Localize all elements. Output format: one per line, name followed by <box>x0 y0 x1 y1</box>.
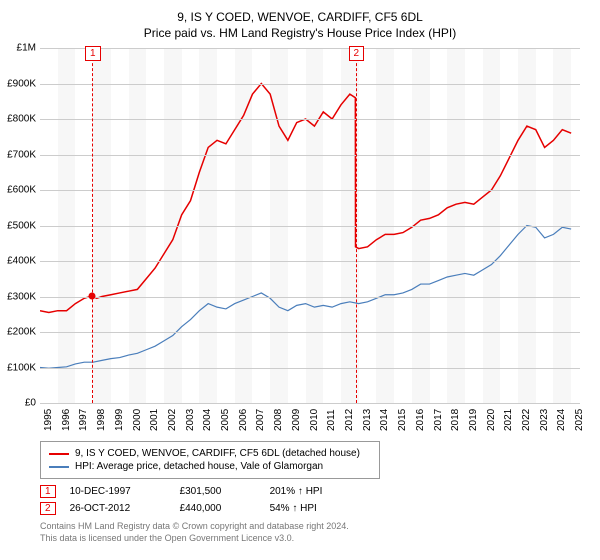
legend-item: 9, IS Y COED, WENVOE, CARDIFF, CF5 6DL (… <box>49 448 371 459</box>
x-axis-tick-label: 2009 <box>291 409 302 431</box>
x-axis-tick-label: 2002 <box>167 409 178 431</box>
x-axis-tick-label: 2022 <box>521 409 532 431</box>
x-axis-tick-label: 2008 <box>273 409 284 431</box>
sale-date: 26-OCT-2012 <box>70 503 180 514</box>
sale-hpi: 54% ↑ HPI <box>270 503 360 514</box>
y-axis-tick-label: £1M <box>17 43 36 54</box>
x-axis-tick-label: 2018 <box>450 409 461 431</box>
x-axis-tick-label: 2019 <box>468 409 479 431</box>
footer-line: This data is licensed under the Open Gov… <box>40 533 580 545</box>
x-axis-tick-label: 2025 <box>574 409 585 431</box>
x-axis-tick-label: 2023 <box>539 409 550 431</box>
sale-marker-flag: 2 <box>349 46 365 61</box>
x-axis-tick-label: 2020 <box>486 409 497 431</box>
x-axis-tick-label: 1998 <box>96 409 107 431</box>
x-axis-tick-label: 2021 <box>503 409 514 431</box>
x-axis-tick-label: 1996 <box>61 409 72 431</box>
sale-marker-badge: 1 <box>40 485 56 498</box>
y-axis-tick-label: £0 <box>25 398 36 409</box>
chart-title-subtitle: Price paid vs. HM Land Registry's House … <box>20 26 580 40</box>
x-axis-tick-label: 1999 <box>114 409 125 431</box>
legend-label: HPI: Average price, detached house, Vale… <box>75 461 323 472</box>
sale-dot <box>89 292 96 299</box>
sales-row: 1 10-DEC-1997 £301,500 201% ↑ HPI <box>40 485 580 498</box>
sales-row: 2 26-OCT-2012 £440,000 54% ↑ HPI <box>40 502 580 515</box>
sale-price: £440,000 <box>180 503 270 514</box>
y-axis-tick-label: £600K <box>7 185 36 196</box>
legend-item: HPI: Average price, detached house, Vale… <box>49 461 371 472</box>
y-axis-tick-label: £900K <box>7 78 36 89</box>
series-property <box>40 84 571 313</box>
chart-container: 9, IS Y COED, WENVOE, CARDIFF, CF5 6DL P… <box>0 0 600 560</box>
y-axis-tick-label: £700K <box>7 149 36 160</box>
x-axis-tick-label: 1997 <box>78 409 89 431</box>
x-axis-tick-label: 2001 <box>149 409 160 431</box>
sale-marker-line <box>356 48 357 403</box>
x-axis-tick-label: 2006 <box>238 409 249 431</box>
y-axis-tick-label: £100K <box>7 362 36 373</box>
footer-line: Contains HM Land Registry data © Crown c… <box>40 521 580 533</box>
y-axis-tick-label: £800K <box>7 114 36 125</box>
x-axis-tick-label: 1995 <box>43 409 54 431</box>
y-axis-tick-label: £300K <box>7 291 36 302</box>
x-axis-tick-label: 2011 <box>326 409 337 431</box>
y-axis-tick-label: £500K <box>7 220 36 231</box>
sale-date: 10-DEC-1997 <box>70 486 180 497</box>
x-axis-tick-label: 2014 <box>379 409 390 431</box>
x-axis-tick-label: 2015 <box>397 409 408 431</box>
x-axis-tick-label: 2017 <box>433 409 444 431</box>
sale-marker-flag: 1 <box>85 46 101 61</box>
chart-title-address: 9, IS Y COED, WENVOE, CARDIFF, CF5 6DL <box>20 10 580 24</box>
legend-swatch <box>49 453 69 455</box>
legend-box: 9, IS Y COED, WENVOE, CARDIFF, CF5 6DL (… <box>40 441 380 479</box>
sale-marker-badge: 2 <box>40 502 56 515</box>
legend-label: 9, IS Y COED, WENVOE, CARDIFF, CF5 6DL (… <box>75 448 360 459</box>
sale-price: £301,500 <box>180 486 270 497</box>
y-axis-tick-label: £400K <box>7 256 36 267</box>
x-axis-tick-label: 2024 <box>556 409 567 431</box>
sales-table: 1 10-DEC-1997 £301,500 201% ↑ HPI 2 26-O… <box>40 485 580 515</box>
x-axis-tick-label: 2003 <box>185 409 196 431</box>
x-axis-tick-label: 2010 <box>309 409 320 431</box>
y-axis-tick-label: £200K <box>7 327 36 338</box>
x-axis-tick-label: 2016 <box>415 409 426 431</box>
footer-attribution: Contains HM Land Registry data © Crown c… <box>40 521 580 544</box>
legend-swatch <box>49 466 69 468</box>
x-axis-tick-label: 2000 <box>132 409 143 431</box>
x-axis-tick-label: 2013 <box>362 409 373 431</box>
sale-hpi: 201% ↑ HPI <box>270 486 360 497</box>
x-axis-tick-label: 2007 <box>255 409 266 431</box>
x-axis-tick-label: 2012 <box>344 409 355 431</box>
plot-area: £0£100K£200K£300K£400K£500K£600K£700K£80… <box>40 48 580 403</box>
x-axis-tick-label: 2005 <box>220 409 231 431</box>
x-axis-tick-label: 2004 <box>202 409 213 431</box>
sale-marker-line <box>92 48 93 403</box>
